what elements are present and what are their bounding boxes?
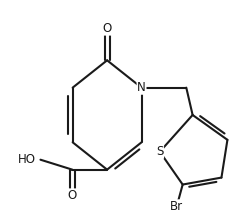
Text: O: O — [68, 189, 77, 202]
Text: N: N — [137, 81, 146, 94]
Text: HO: HO — [17, 153, 36, 166]
Text: S: S — [156, 145, 164, 158]
Text: O: O — [103, 22, 112, 35]
Text: Br: Br — [170, 200, 183, 213]
